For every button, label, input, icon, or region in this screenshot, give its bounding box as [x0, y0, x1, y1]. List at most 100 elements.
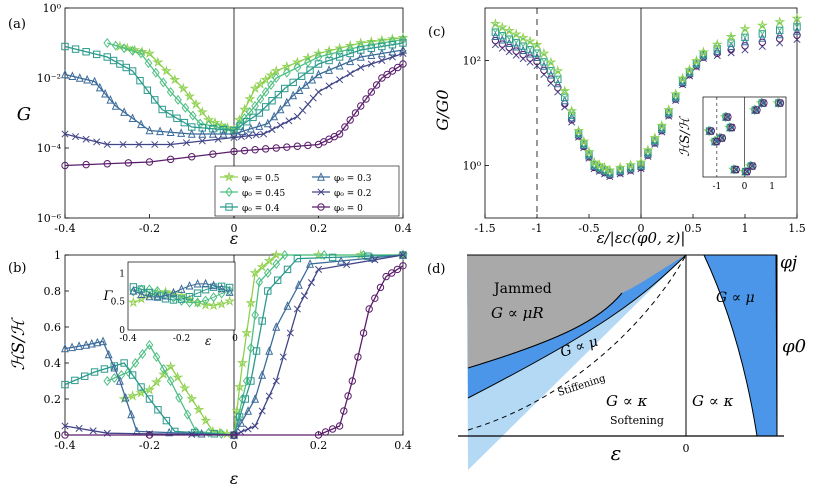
c-point-p0 [512, 47, 520, 55]
a-point-p04 [314, 60, 323, 68]
b-point-p04 [120, 359, 128, 367]
a-point-p0 [383, 70, 391, 79]
b-ylabel: ℋS/ℋ [9, 316, 29, 370]
a-point-p02 [151, 140, 159, 149]
a-point-p02 [214, 135, 222, 143]
c-inset-xtick: 0 [742, 182, 748, 192]
b-inset-xlabel: ε [205, 334, 211, 348]
c-point-p03 [793, 26, 801, 35]
a-point-p05 [376, 34, 388, 46]
b-point-p03 [283, 301, 292, 310]
b-xtick-label: 0.4 [394, 439, 412, 452]
d-panel-label: (d) [427, 262, 445, 277]
b-point-p02 [371, 256, 379, 264]
b-inset-point-p045 [193, 297, 202, 308]
a-point-p02 [82, 135, 90, 143]
c-point-p05 [739, 23, 751, 34]
a-point-p04 [274, 90, 283, 99]
c-point-p05 [697, 46, 709, 57]
c-point-p05 [489, 17, 501, 29]
a-point-p04 [219, 125, 228, 134]
a-point-p03 [95, 82, 104, 92]
d-region-jammed [467, 255, 686, 368]
a-point-p04 [82, 48, 90, 56]
a-point-p03 [289, 90, 298, 100]
b-inset-point-p045 [225, 285, 234, 296]
a-point-p02 [268, 126, 276, 134]
b-point-p045 [175, 392, 183, 403]
b-point-p0 [359, 329, 368, 337]
b-point-p03 [237, 418, 246, 427]
a-point-p0 [82, 160, 90, 169]
b-point-p05 [200, 414, 212, 426]
a-legend: φ₀ = 0.5 φ₀ = 0.3 φ₀ = 0.45 φ₀ = 0.2 φ₀ = 0.… [214, 165, 400, 217]
b-point-p02 [279, 353, 287, 361]
b-point-p04 [154, 406, 162, 414]
b-point-p045 [217, 428, 226, 439]
a-point-p045 [251, 100, 259, 112]
a-point-p03 [325, 65, 334, 74]
c-point-p05 [663, 104, 675, 115]
b-point-p05 [186, 393, 198, 404]
b-inset-point-p04 [225, 283, 234, 292]
a-point-p02 [135, 140, 143, 149]
a-point-p0 [124, 159, 133, 167]
a-point-p02 [357, 63, 365, 72]
c-point-p04 [512, 38, 520, 47]
a-point-p03 [137, 119, 146, 129]
a-point-p045 [256, 93, 265, 105]
a-point-p0 [166, 155, 175, 164]
c-xtick-label: 1 [742, 222, 749, 235]
d-curve-jammed [467, 292, 623, 369]
a-point-p05 [334, 42, 346, 53]
b-point-p04 [247, 377, 255, 385]
b-point-p04 [241, 395, 249, 403]
c-point-p04 [505, 35, 513, 43]
b-inset-point-p03 [177, 284, 186, 293]
b-point-p0 [382, 272, 390, 281]
c-point-p0 [526, 54, 534, 62]
d-kappa-right: G ∝ κ [692, 392, 734, 410]
c-point-p03 [741, 36, 749, 46]
a-series-p03 [64, 49, 404, 135]
c-point-p05 [599, 161, 611, 173]
c-point-p04 [758, 30, 767, 38]
b-ytick-label: 1 [54, 249, 61, 262]
a-point-p02 [309, 94, 317, 102]
c-point-p05 [593, 159, 605, 170]
b-point-p04 [145, 395, 154, 403]
c-ytick-label: 10² [463, 55, 481, 68]
a-point-p03 [111, 101, 120, 110]
a-point-p03 [75, 73, 84, 82]
a-point-p03 [177, 128, 186, 137]
c-point-p05 [635, 156, 647, 167]
a-point-p0 [346, 116, 354, 124]
c-point-p05 [774, 16, 786, 27]
b-inset-ylabel: Γ [102, 289, 113, 304]
b-point-p03 [251, 394, 260, 403]
a-point-p03 [166, 127, 175, 136]
b-point-p045 [131, 357, 140, 369]
a-point-p02 [388, 53, 396, 61]
a-xtick-label: -0.2 [139, 222, 160, 235]
b-point-p045 [272, 258, 281, 270]
c-point-p0 [758, 38, 767, 46]
a-point-p02 [167, 140, 175, 149]
a-point-p0 [378, 74, 386, 82]
a-point-p0 [341, 123, 349, 131]
b-point-p05 [150, 376, 162, 387]
b-inset-point-p03 [145, 291, 154, 301]
a-point-p0 [230, 147, 238, 156]
a-point-p0 [251, 146, 259, 154]
panel-b: -0.4 -0.2 0 0.2 0.4 0 0.2 0.4 0.6 0.8 1 (b) ℋS/ℋ ε -0.… [8, 249, 412, 488]
a-point-p03 [68, 71, 77, 80]
c-xtick-label: -1.5 [474, 222, 495, 235]
b-series-p03 [64, 254, 404, 436]
b-point-p045 [159, 363, 168, 375]
b-point-p03 [110, 362, 119, 372]
a-point-p02 [399, 49, 407, 58]
a-point-p04 [151, 96, 159, 104]
b-point-p0 [393, 265, 402, 274]
b-point-p04 [273, 276, 282, 284]
a-point-p04 [143, 86, 152, 94]
